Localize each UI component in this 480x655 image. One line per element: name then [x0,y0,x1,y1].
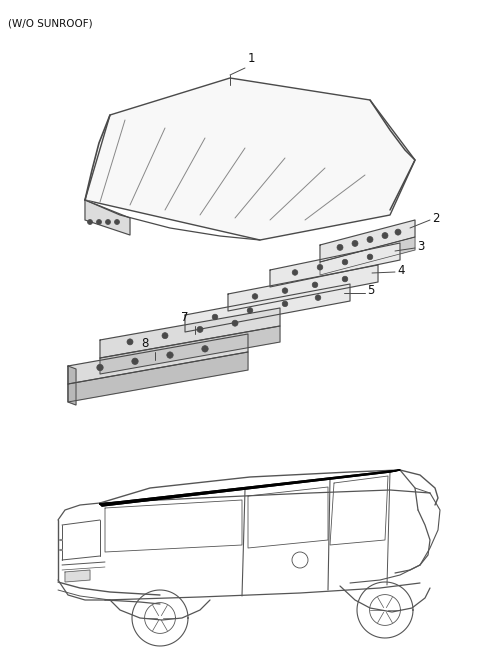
Text: 5: 5 [367,284,374,297]
Polygon shape [65,570,90,582]
Circle shape [247,308,253,313]
Polygon shape [100,326,280,374]
Circle shape [212,314,218,320]
Polygon shape [320,237,415,275]
Polygon shape [228,265,378,311]
Circle shape [352,240,358,246]
Polygon shape [320,220,415,262]
Circle shape [197,326,203,333]
Text: 8: 8 [141,337,149,350]
Circle shape [252,293,258,299]
Circle shape [337,244,343,250]
Polygon shape [85,200,130,235]
Circle shape [342,259,348,265]
Text: 3: 3 [417,240,424,252]
Polygon shape [100,308,280,358]
Text: 4: 4 [397,263,405,276]
Circle shape [87,219,93,225]
Circle shape [132,358,138,364]
Text: (W/O SUNROOF): (W/O SUNROOF) [8,18,93,28]
Circle shape [106,219,110,225]
Circle shape [167,352,173,358]
Circle shape [292,270,298,275]
Circle shape [367,236,373,242]
Polygon shape [68,366,76,405]
Polygon shape [68,352,248,402]
Circle shape [97,364,103,371]
Polygon shape [68,334,248,384]
Circle shape [202,346,208,352]
Text: 7: 7 [181,311,189,324]
Circle shape [96,219,101,225]
Text: 1: 1 [248,52,255,65]
Circle shape [282,301,288,307]
Circle shape [367,254,373,259]
Circle shape [127,339,133,345]
Polygon shape [270,243,400,287]
Circle shape [232,320,238,326]
Polygon shape [185,284,350,332]
Circle shape [395,229,401,235]
Text: 2: 2 [432,212,440,225]
Circle shape [282,288,288,293]
Circle shape [382,233,388,238]
Circle shape [315,295,321,301]
Circle shape [162,333,168,339]
Circle shape [115,219,120,225]
Circle shape [317,265,323,270]
Circle shape [312,282,318,288]
Polygon shape [100,470,400,506]
Circle shape [342,276,348,282]
Polygon shape [85,78,415,240]
